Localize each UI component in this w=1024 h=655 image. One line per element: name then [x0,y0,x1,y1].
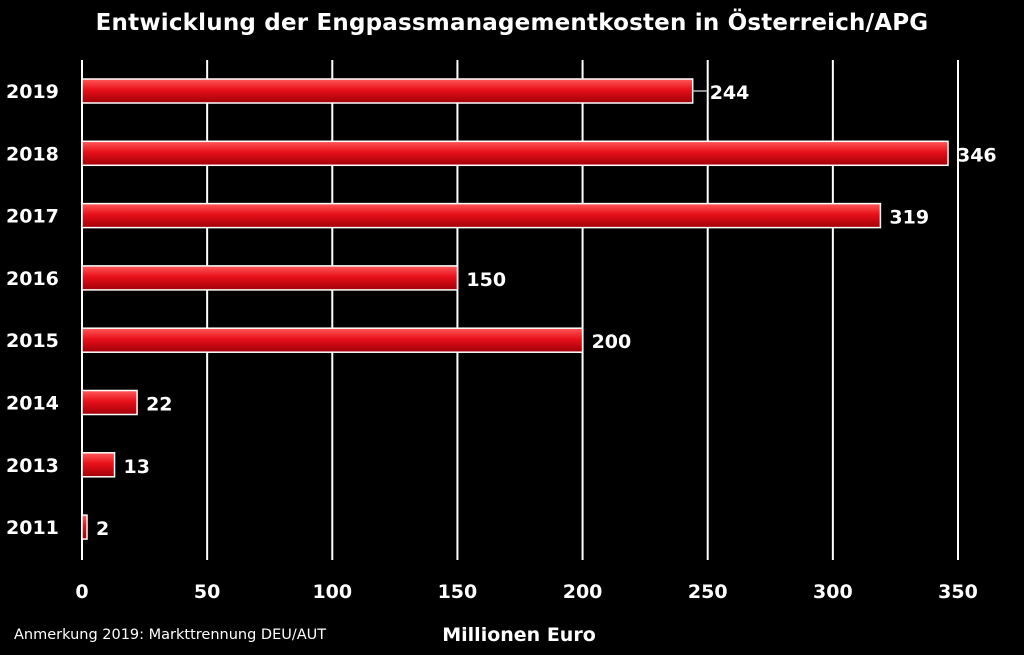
data-label: 150 [466,269,506,291]
data-label: 346 [957,144,997,166]
data-labels: 244 346 319 150 200 22 13 2 [96,82,997,540]
category-label: 2011 [6,517,59,539]
x-tick-label: 250 [688,581,728,603]
bar [81,327,584,353]
category-label: 2019 [6,81,59,103]
x-axis-label: Millionen Euro [442,624,596,646]
category-labels: 2019 2018 2017 2016 2015 2014 2013 2011 [6,81,59,539]
x-tick-label: 0 [75,581,88,603]
x-tick-label: 50 [194,581,220,603]
x-tick-label: 100 [312,581,352,603]
x-tick-label: 150 [438,581,478,603]
gridlines [81,60,959,560]
bar [81,78,694,104]
category-label: 2018 [6,143,59,165]
bar [81,140,949,167]
data-label: 319 [889,207,929,229]
footnote: Anmerkung 2019: Markttrennung DEU/AUT [14,627,327,643]
data-label: 13 [124,456,150,478]
category-label: 2014 [6,393,59,415]
bar [81,514,88,540]
bar [81,389,138,416]
x-tick-label: 300 [813,581,853,603]
category-label: 2015 [6,330,59,352]
chart-title: Entwicklung der Engpassmanagementkosten … [95,10,929,36]
x-tick-label: 350 [938,581,978,603]
bar [81,202,882,229]
category-label: 2013 [6,455,59,477]
bars [81,78,949,540]
data-label: 2 [96,518,109,540]
data-label: 244 [710,82,750,104]
data-label: 22 [146,394,172,416]
bar [81,265,459,291]
x-tick-label: 200 [563,581,603,603]
bar [81,452,116,478]
category-label: 2016 [6,268,59,290]
data-label: 200 [592,331,632,353]
x-tick-labels: 0 50 100 150 200 250 300 350 [75,581,977,603]
category-label: 2017 [6,206,59,228]
